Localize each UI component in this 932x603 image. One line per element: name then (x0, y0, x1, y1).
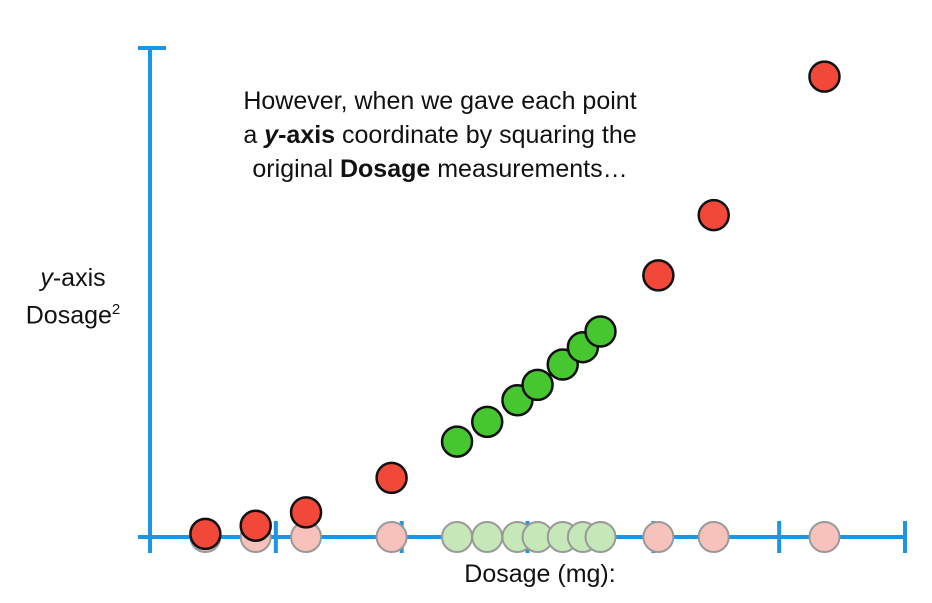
baseline-point-4 (375, 521, 408, 553)
point-red-1 (189, 517, 222, 551)
point-red-7 (808, 60, 841, 93)
point-green-11 (521, 368, 554, 402)
y-axis-label-line-1: y-axis (8, 262, 138, 294)
baseline-point-14 (584, 521, 617, 553)
y-axis-label: y-axis Dosage2 (8, 262, 138, 331)
point-red-4 (375, 461, 408, 495)
annotation-axis-bold: -axis (278, 121, 336, 149)
baseline-point-5 (642, 521, 675, 553)
y-axis-label-rest: -axis (52, 264, 106, 292)
annotation-line-3-start: original (252, 155, 340, 183)
annotation-line-2-start: a (243, 121, 265, 149)
point-green-9 (470, 405, 504, 439)
point-green-14 (584, 315, 617, 348)
y-axis-label-line-2: Dosage2 (8, 294, 138, 331)
annotation-line-2-end: coordinate by squaring the (335, 121, 637, 149)
point-red-2 (239, 509, 272, 542)
point-green-8 (440, 425, 474, 458)
annotation-line-3: original Dosage measurements… (150, 152, 730, 186)
y-axis-label-dosage: Dosage (25, 301, 112, 330)
x-axis-label: Dosage (mg): (464, 560, 616, 588)
annotation-line-2: a y-axis coordinate by squaring the (150, 118, 730, 152)
baseline-point-6 (697, 521, 730, 553)
baseline-point-9 (471, 521, 504, 553)
lifted-points (189, 60, 841, 551)
baseline-point-8 (441, 521, 474, 553)
point-red-3 (289, 496, 323, 529)
annotation-text: However, when we gave each point a y-axi… (150, 84, 730, 186)
baseline-point-7 (808, 521, 841, 553)
annotation-line-3-end: measurements… (430, 155, 628, 183)
point-red-5 (642, 259, 675, 292)
point-red-6 (697, 198, 730, 232)
y-axis-label-superscript: 2 (111, 301, 121, 318)
annotation-y-italic: y (264, 121, 279, 149)
y-axis-label-italic: y (40, 264, 53, 292)
annotation-dosage-bold: Dosage (339, 155, 431, 183)
annotation-line-1: However, when we gave each point (243, 87, 637, 115)
